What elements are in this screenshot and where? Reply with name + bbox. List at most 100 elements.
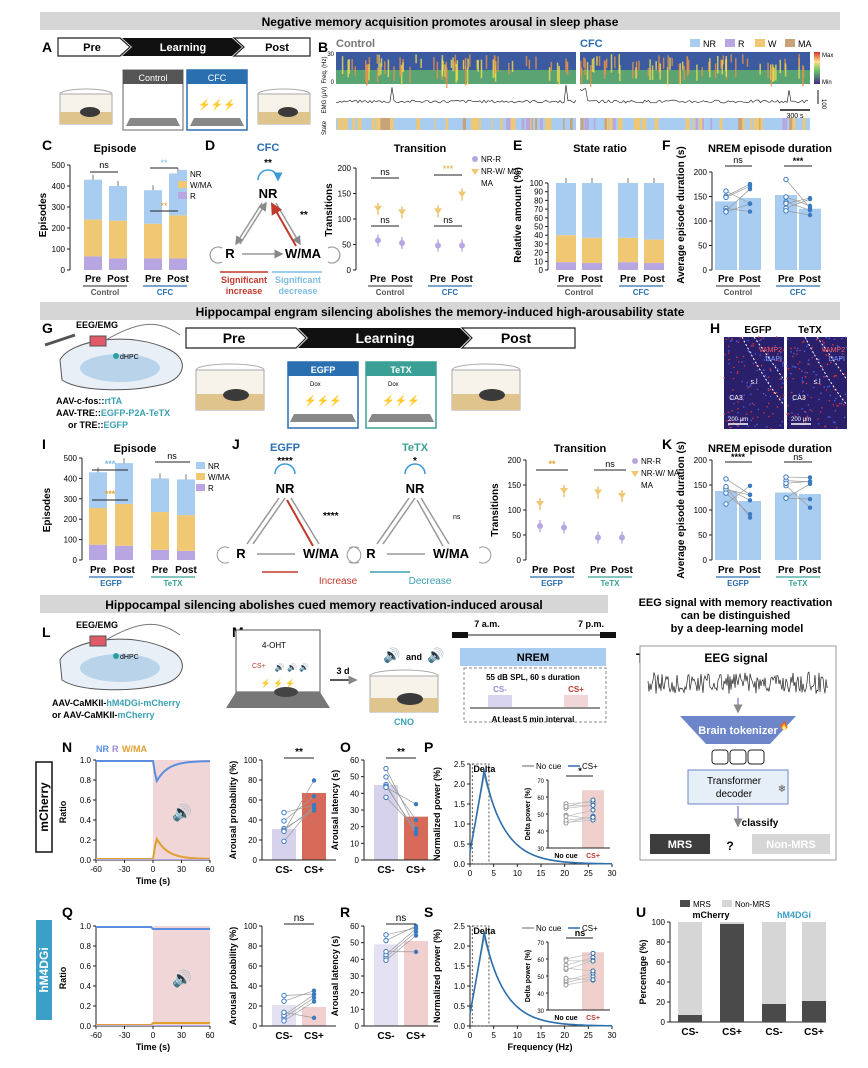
- s-inset-pair: [565, 967, 594, 972]
- s-inset-point: [590, 958, 596, 964]
- j-sig-arrow: ns: [453, 514, 461, 521]
- h-cell: [834, 409, 837, 412]
- l-dhpc-label: dHPC: [120, 654, 139, 661]
- j2-point-nrwma: [618, 493, 626, 499]
- p-delta-band: [471, 763, 490, 865]
- h-cell: [765, 358, 768, 361]
- p-inset-ytick-label: 30: [537, 847, 544, 853]
- s-inset-ytick-label: 30: [537, 1009, 544, 1015]
- spectrogram-burst: [347, 59, 349, 78]
- h-cell: [817, 418, 819, 420]
- spectrogram-burst: [618, 54, 620, 74]
- e-ytick-label: 80: [534, 196, 543, 205]
- f-pair-line: [725, 190, 751, 204]
- h-cell: [742, 355, 745, 358]
- u-bar-nonmrs: [720, 922, 744, 924]
- spectrogram-burst: [589, 65, 592, 87]
- d2-points: 0 50 100 150 200 Pre Post Pre Post Control CFC: [338, 164, 474, 297]
- k-bar: [775, 492, 797, 560]
- state-bar-control: [336, 118, 576, 130]
- h-cell: [790, 372, 792, 375]
- state-epoch: [477, 118, 479, 130]
- timeline-learning-label: Learning: [160, 42, 206, 54]
- q2-pair-line: [283, 1011, 315, 1019]
- p-inset-xlabel: No cue: [554, 853, 577, 860]
- q2-point: [311, 988, 317, 993]
- s-inset-ytick-label: 60: [537, 958, 544, 964]
- q-ytick-label: 1.0: [80, 922, 92, 931]
- k-ytick-label: 150: [694, 481, 708, 490]
- u-legend-swatch: [680, 900, 690, 907]
- spectrogram-burst: [497, 56, 499, 73]
- s-ytick-label: 2.0: [454, 942, 466, 951]
- h-cell: [728, 350, 730, 352]
- spectrogram-burst: [591, 58, 594, 72]
- timeline-pre-label: Pre: [83, 42, 101, 54]
- f-bar: [799, 208, 821, 270]
- p-inset-xlabel: CS+: [586, 853, 600, 860]
- spectrogram-burst: [364, 60, 367, 82]
- h-cell: [760, 338, 762, 341]
- s-ytick-label: 1.0: [454, 982, 466, 991]
- h-cell: [764, 394, 767, 397]
- q2-pair-line: [283, 1001, 315, 1022]
- state-epoch: [343, 118, 348, 130]
- n2-bars: 0 20 40 60 80 100 Arousal probability (%) CS- CS…: [228, 747, 336, 876]
- u-bar-nonmrs: [802, 922, 826, 1001]
- f-pair-line: [725, 183, 751, 197]
- spectrogram-burst: [450, 59, 453, 68]
- panel-letter-r: R: [340, 904, 350, 920]
- spectrogram-burst: [436, 61, 439, 80]
- j2-title: Transition: [554, 443, 607, 455]
- h-cell: [832, 421, 835, 423]
- d-legend-decrease: Significant decrease: [275, 275, 321, 296]
- s-inset-point: [563, 958, 569, 964]
- spectrogram-burst: [535, 56, 537, 70]
- h-cell: [845, 346, 848, 349]
- j-legend-increase: Increase: [319, 576, 358, 587]
- h-cell: [770, 427, 772, 430]
- e-bar-r: [644, 263, 664, 270]
- h-cell: [788, 412, 790, 415]
- h-cell: [819, 383, 822, 386]
- spectrogram-burst: [720, 59, 722, 69]
- h-cell: [780, 360, 782, 363]
- spectrogram-burst: [485, 55, 488, 69]
- k-ytick-label: 50: [698, 531, 707, 540]
- h-cell: [767, 353, 769, 355]
- spectrogram-burst: [558, 66, 560, 85]
- o-ytick-label: 0: [355, 856, 360, 865]
- o-sig: **: [397, 747, 405, 758]
- h-cell: [781, 362, 784, 365]
- t-tokenizer-label: Brain tokenizer: [698, 725, 778, 737]
- m-grid-floor: [226, 692, 330, 708]
- h-cell: [742, 406, 745, 408]
- g-home-cage-pre: [195, 363, 265, 411]
- state-epoch: [390, 118, 394, 130]
- n-group-box: [35, 761, 53, 853]
- h-cell: [811, 409, 813, 412]
- k-point: [783, 480, 789, 487]
- n-ytick-label: 0.4: [80, 816, 92, 825]
- state-epoch: [641, 118, 644, 130]
- n-legend-wma: W/MA: [122, 744, 147, 754]
- spectrogram-burst: [651, 65, 654, 80]
- q2-ytick-label: 60: [248, 962, 257, 971]
- e-bar-nr: [618, 183, 638, 238]
- s-inset-ytick-label: 40: [537, 992, 544, 998]
- spectrogram-burst: [669, 57, 671, 70]
- m-cs-minus-box: [488, 695, 512, 707]
- state-epoch: [337, 118, 342, 130]
- p-legend-nocue: No cue: [536, 762, 562, 771]
- d-sig-nr: **: [264, 158, 272, 169]
- j2-ytick-label: 200: [508, 456, 522, 465]
- r-point: [413, 923, 419, 929]
- e-bar-nr: [556, 183, 576, 236]
- s-xtick-label: 5: [491, 1031, 496, 1040]
- f-point: [807, 203, 813, 209]
- q-xtick-label: 30: [177, 1031, 186, 1040]
- u-bar-nonmrs: [762, 922, 786, 1004]
- j-node-nr: NR: [276, 481, 295, 496]
